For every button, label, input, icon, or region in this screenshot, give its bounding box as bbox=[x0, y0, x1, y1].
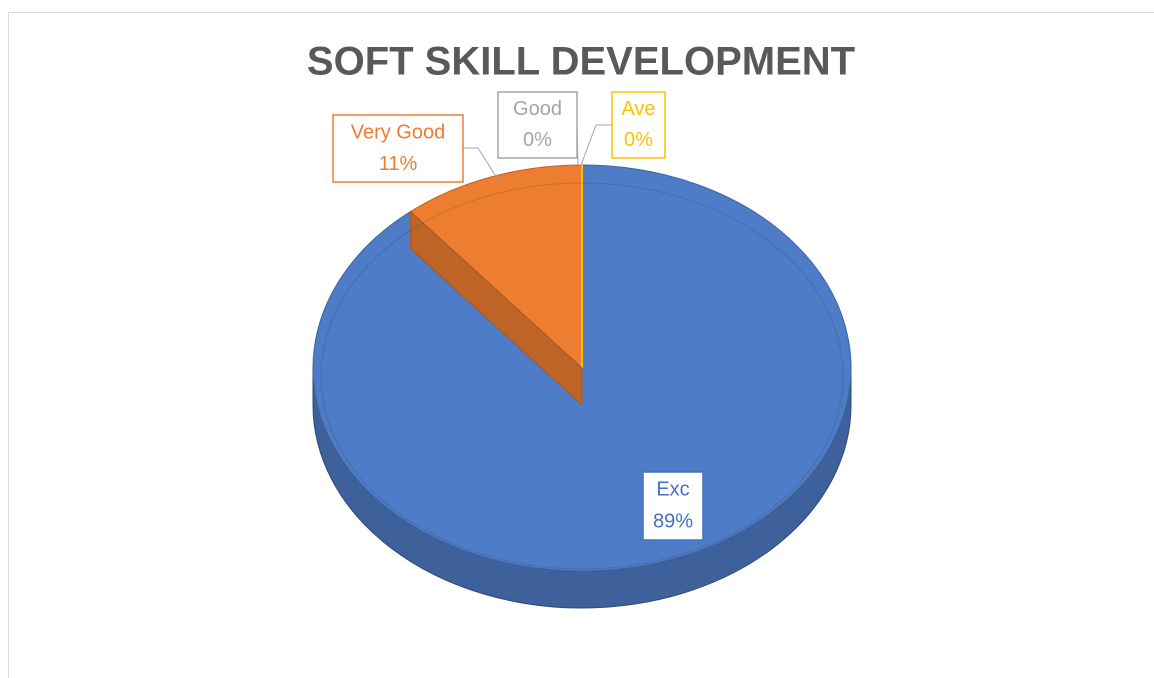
pie-slice bbox=[409, 164, 583, 370]
data-label-value: 11% bbox=[379, 153, 418, 175]
chart-title: SOFT SKILL DEVELOPMENT bbox=[307, 40, 855, 84]
data-label-category: Exc bbox=[656, 479, 689, 501]
data-label-box bbox=[611, 91, 666, 159]
chart-frame bbox=[8, 12, 1154, 678]
data-label-category: Ave bbox=[621, 98, 655, 120]
data-label-value: 0% bbox=[523, 129, 552, 151]
data-label-box bbox=[642, 471, 704, 541]
data-label-category: Good bbox=[513, 98, 562, 120]
pie-highlight bbox=[320, 182, 844, 570]
leader-line bbox=[580, 124, 612, 166]
slice-wall bbox=[410, 210, 583, 407]
data-label-category: Very Good bbox=[351, 121, 446, 143]
data-label-box bbox=[332, 114, 464, 183]
data-label-value: 0% bbox=[624, 129, 653, 151]
data-label-box bbox=[497, 91, 578, 159]
leader-line bbox=[463, 147, 498, 179]
data-label-value: 89% bbox=[653, 511, 693, 533]
